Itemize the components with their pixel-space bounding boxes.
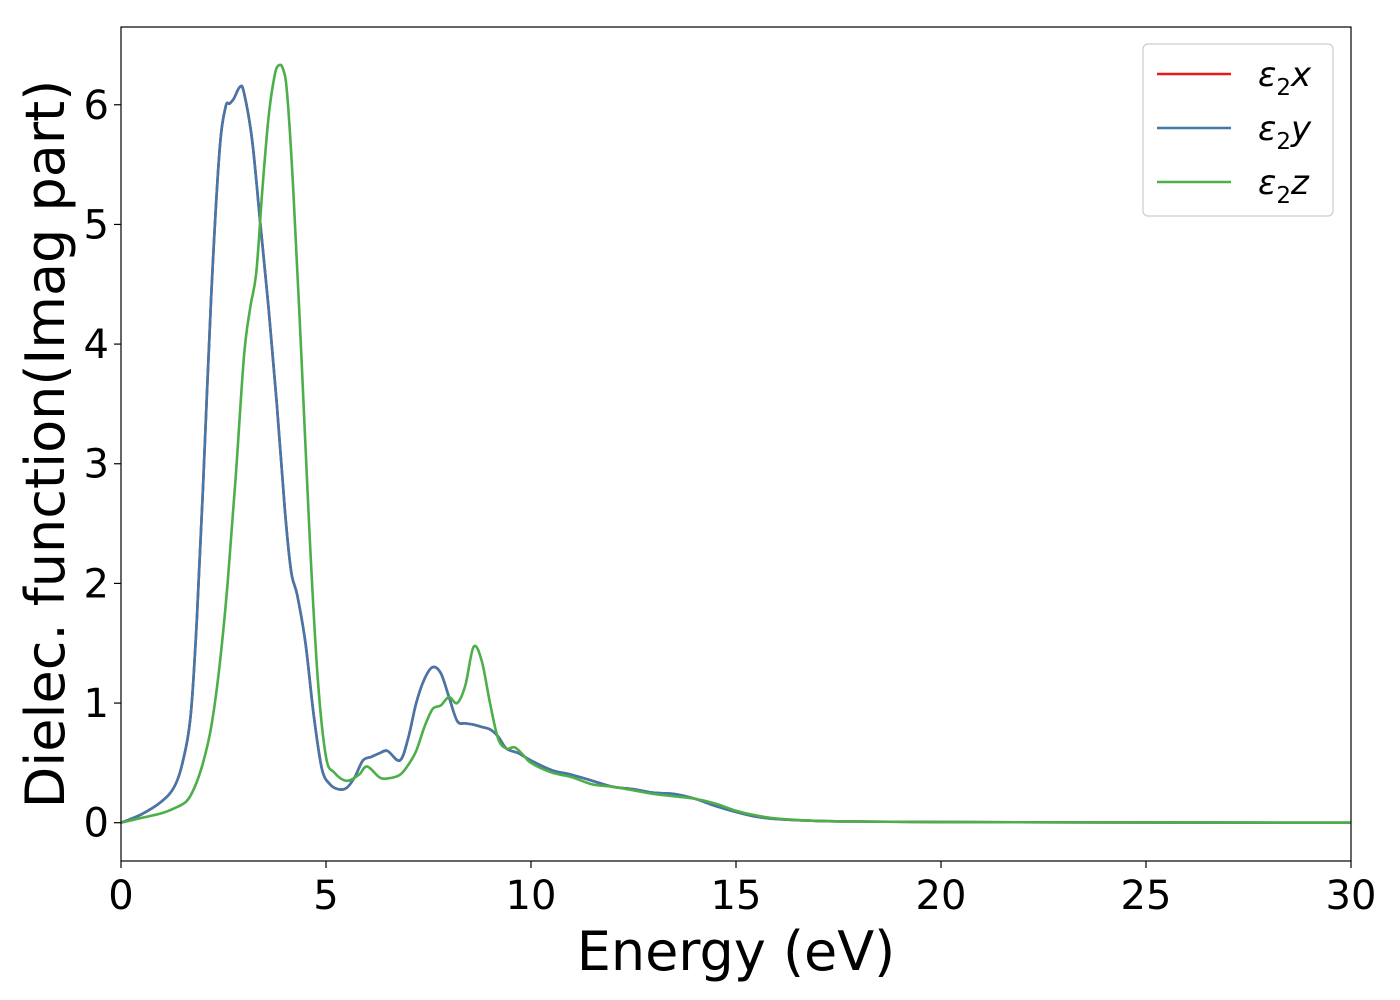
x-axis-title: Energy (eV) <box>577 920 896 983</box>
x-tick-label: 15 <box>711 873 762 919</box>
legend: ε2x ε2y ε2z <box>1142 43 1334 217</box>
y-tick-label: 1 <box>84 681 109 727</box>
y-tick-label: 0 <box>84 801 109 847</box>
x-tick-label: 30 <box>1326 873 1377 919</box>
x-tick-label: 20 <box>916 873 967 919</box>
x-tick-label: 10 <box>506 873 557 919</box>
legend-box <box>1142 43 1334 217</box>
series-line-1 <box>120 84 1352 825</box>
y-tick-label: 4 <box>84 322 109 368</box>
x-axis-ticks: 0 5 10 15 20 25 30 <box>108 861 1376 919</box>
y-tick-label: 3 <box>84 442 109 488</box>
legend-label-2: ε2z <box>1258 163 1310 209</box>
series-layer <box>120 63 1352 825</box>
y-tick-label: 5 <box>84 202 109 248</box>
y-tick-label: 6 <box>84 83 109 129</box>
x-tick-label: 0 <box>108 873 133 919</box>
x-tick-label: 25 <box>1121 873 1172 919</box>
x-tick-label: 5 <box>313 873 338 919</box>
y-axis-title: Dielec. function(Imag part) <box>14 80 77 809</box>
legend-label-0: ε2x <box>1258 55 1312 101</box>
series-line-2 <box>120 63 1352 825</box>
y-axis-ticks: 0 1 2 3 4 5 6 <box>84 83 121 847</box>
legend-label-1: ε2y <box>1258 109 1312 155</box>
y-tick-label: 2 <box>84 561 109 607</box>
